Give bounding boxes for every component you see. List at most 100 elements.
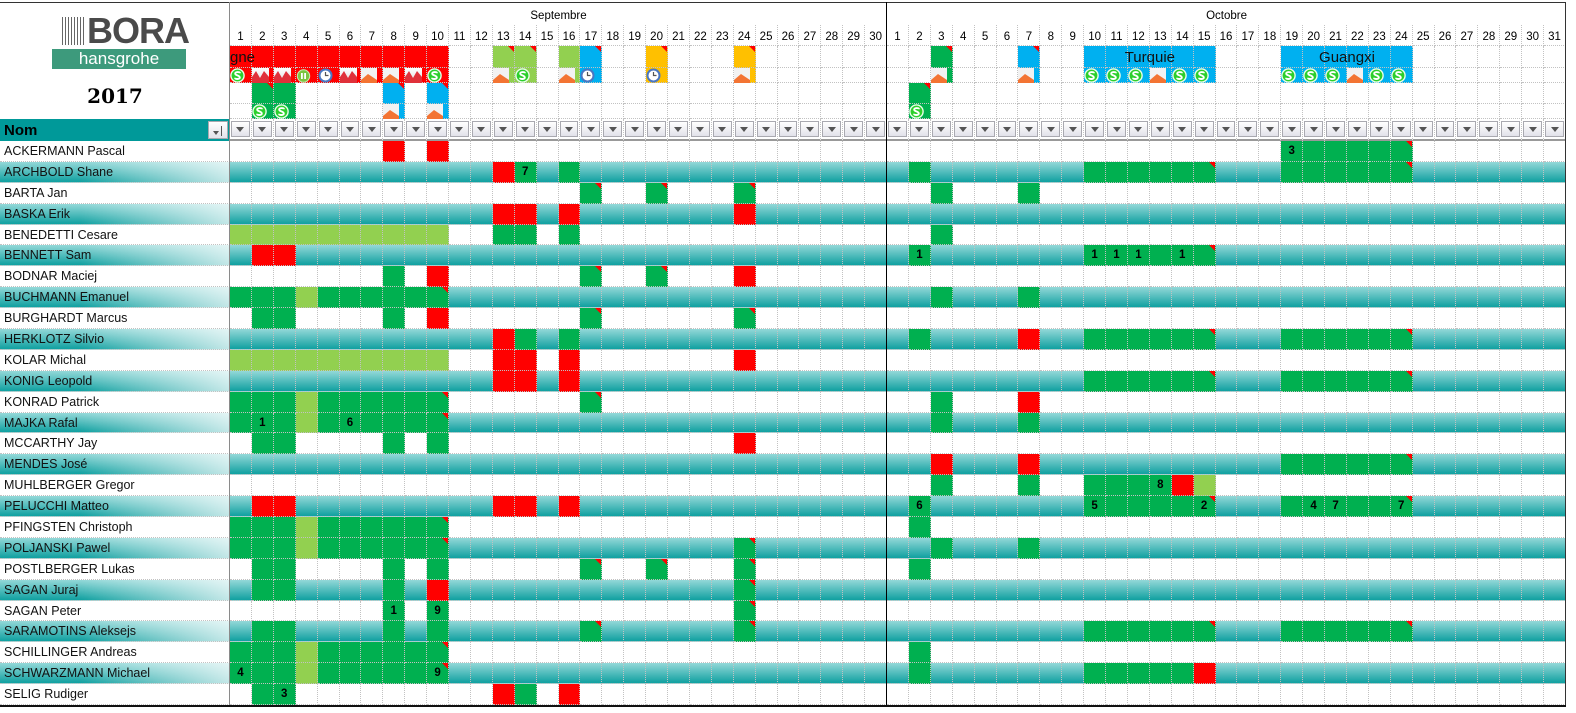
schedule-cell[interactable] — [449, 537, 471, 559]
schedule-cell[interactable] — [777, 454, 800, 476]
schedule-cell[interactable] — [1259, 266, 1282, 288]
schedule-cell-filled[interactable] — [383, 141, 406, 162]
schedule-cell-filled[interactable] — [1346, 370, 1369, 392]
schedule-cell[interactable] — [1259, 537, 1282, 559]
schedule-cell[interactable] — [799, 537, 822, 559]
schedule-cell[interactable] — [492, 558, 515, 580]
schedule-cell[interactable] — [1215, 475, 1238, 497]
schedule-cell[interactable] — [996, 475, 1019, 497]
schedule-cell[interactable] — [317, 621, 340, 643]
filter-dropdown-button[interactable] — [537, 121, 557, 137]
schedule-cell[interactable] — [405, 308, 428, 330]
schedule-cell[interactable] — [843, 454, 866, 476]
schedule-cell-filled[interactable] — [1346, 161, 1369, 183]
schedule-cell[interactable] — [1478, 141, 1501, 162]
schedule-cell[interactable] — [514, 412, 537, 434]
schedule-cell[interactable] — [536, 182, 559, 204]
schedule-cell[interactable] — [887, 266, 909, 288]
schedule-cell[interactable] — [646, 663, 669, 685]
schedule-cell[interactable] — [1281, 349, 1304, 371]
schedule-cell[interactable] — [1237, 642, 1260, 664]
schedule-cell[interactable] — [230, 558, 252, 580]
schedule-cell[interactable] — [711, 517, 734, 538]
schedule-cell[interactable] — [536, 349, 559, 371]
schedule-cell[interactable] — [1478, 349, 1501, 371]
schedule-cell[interactable] — [974, 329, 997, 350]
schedule-cell[interactable] — [668, 224, 690, 246]
schedule-cell-filled[interactable] — [317, 349, 340, 371]
schedule-cell[interactable] — [996, 308, 1019, 330]
schedule-cell[interactable] — [514, 600, 537, 622]
schedule-cell[interactable] — [865, 496, 888, 518]
schedule-cell[interactable] — [1149, 224, 1172, 246]
schedule-cell[interactable] — [996, 642, 1019, 664]
schedule-cell[interactable] — [449, 329, 471, 350]
schedule-cell[interactable] — [492, 245, 515, 267]
schedule-cell[interactable] — [1478, 517, 1501, 538]
filter-dropdown-button[interactable] — [231, 121, 250, 137]
schedule-cell[interactable] — [908, 433, 931, 455]
schedule-cell-filled[interactable] — [427, 412, 450, 434]
schedule-cell[interactable] — [1193, 141, 1216, 162]
schedule-cell[interactable] — [974, 433, 997, 455]
schedule-cell[interactable] — [1412, 245, 1435, 267]
schedule-cell[interactable] — [777, 412, 800, 434]
schedule-cell[interactable] — [492, 182, 515, 204]
schedule-cell[interactable] — [1522, 161, 1545, 183]
schedule-cell[interactable] — [1215, 621, 1238, 643]
schedule-cell[interactable] — [1171, 224, 1194, 246]
schedule-cell[interactable] — [755, 579, 778, 601]
filter-dropdown-button[interactable] — [1457, 121, 1477, 137]
schedule-cell-filled[interactable] — [1106, 496, 1128, 518]
schedule-cell[interactable] — [1127, 642, 1150, 664]
schedule-cell[interactable] — [1281, 203, 1304, 225]
schedule-cell[interactable] — [1434, 454, 1457, 476]
schedule-cell[interactable] — [1390, 266, 1413, 288]
schedule-cell[interactable] — [1171, 537, 1194, 559]
person-name[interactable]: BURGHARDT Marcus — [0, 308, 230, 330]
schedule-cell-filled[interactable] — [427, 621, 450, 643]
schedule-cell[interactable] — [514, 517, 537, 538]
schedule-cell[interactable] — [1018, 308, 1041, 330]
schedule-cell-filled[interactable] — [1368, 370, 1391, 392]
schedule-cell[interactable] — [1346, 224, 1369, 246]
schedule-cell-filled[interactable] — [930, 454, 953, 476]
schedule-cell[interactable] — [449, 579, 471, 601]
schedule-cell-filled[interactable] — [317, 517, 340, 538]
schedule-cell[interactable] — [536, 517, 559, 538]
schedule-cell[interactable] — [777, 370, 800, 392]
schedule-cell[interactable] — [930, 203, 953, 225]
schedule-cell[interactable] — [646, 349, 669, 371]
schedule-cell[interactable] — [996, 349, 1019, 371]
schedule-cell-filled[interactable] — [273, 517, 296, 538]
schedule-cell[interactable] — [1281, 579, 1304, 601]
schedule-cell[interactable] — [1106, 224, 1128, 246]
schedule-cell[interactable] — [470, 621, 493, 643]
schedule-cell[interactable] — [930, 266, 953, 288]
filter-dropdown-button[interactable] — [1545, 121, 1564, 137]
schedule-cell[interactable] — [1127, 349, 1150, 371]
schedule-cell[interactable] — [1062, 141, 1085, 162]
schedule-cell[interactable] — [1478, 203, 1501, 225]
schedule-cell[interactable] — [536, 600, 559, 622]
filter-dropdown-button[interactable] — [559, 121, 579, 137]
schedule-cell[interactable] — [733, 141, 756, 162]
schedule-cell[interactable] — [821, 266, 844, 288]
schedule-cell[interactable] — [1368, 349, 1391, 371]
schedule-cell[interactable] — [1259, 308, 1282, 330]
schedule-cell[interactable] — [536, 537, 559, 559]
event-cell[interactable] — [1127, 46, 1150, 68]
schedule-cell-filled[interactable] — [1084, 370, 1107, 392]
schedule-cell[interactable] — [996, 537, 1019, 559]
filter-dropdown-button[interactable] — [975, 121, 995, 137]
schedule-cell[interactable] — [646, 308, 669, 330]
person-name[interactable]: SCHILLINGER Andreas — [0, 642, 230, 664]
schedule-cell[interactable] — [1434, 329, 1457, 350]
schedule-cell[interactable] — [230, 161, 252, 183]
schedule-cell[interactable] — [1040, 496, 1063, 518]
schedule-cell[interactable] — [427, 684, 450, 706]
person-name[interactable]: MUHLBERGER Gregor — [0, 475, 230, 497]
schedule-cell[interactable] — [1193, 537, 1216, 559]
schedule-cell[interactable] — [711, 161, 734, 183]
schedule-cell-filled[interactable] — [733, 433, 756, 455]
